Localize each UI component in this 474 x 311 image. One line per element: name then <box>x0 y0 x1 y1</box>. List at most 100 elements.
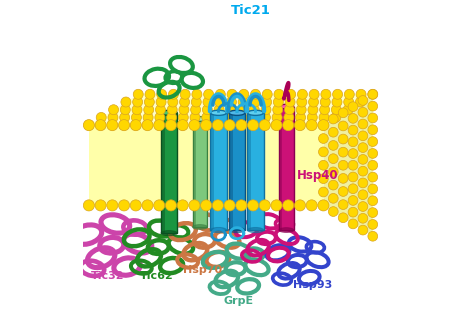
Ellipse shape <box>192 117 208 121</box>
Circle shape <box>130 200 141 211</box>
Circle shape <box>358 178 368 188</box>
Bar <box>229 113 245 230</box>
Circle shape <box>212 120 223 131</box>
Circle shape <box>328 114 338 124</box>
Circle shape <box>283 120 294 131</box>
Circle shape <box>262 97 272 107</box>
Circle shape <box>95 200 106 211</box>
Circle shape <box>319 113 329 123</box>
Circle shape <box>250 97 260 107</box>
Circle shape <box>236 120 247 131</box>
Circle shape <box>318 120 329 131</box>
Circle shape <box>165 200 176 211</box>
Circle shape <box>168 97 178 107</box>
Circle shape <box>84 120 94 130</box>
Bar <box>161 113 177 233</box>
Circle shape <box>319 147 328 157</box>
Polygon shape <box>89 94 373 125</box>
Circle shape <box>237 120 246 130</box>
Circle shape <box>155 105 165 115</box>
Circle shape <box>273 105 283 115</box>
Circle shape <box>348 196 358 205</box>
Circle shape <box>166 120 176 130</box>
Circle shape <box>262 89 272 99</box>
Circle shape <box>358 155 368 164</box>
Text: Hsp93: Hsp93 <box>292 280 332 290</box>
Circle shape <box>319 120 328 130</box>
Circle shape <box>358 95 368 105</box>
Circle shape <box>190 113 200 123</box>
Ellipse shape <box>279 104 294 109</box>
Circle shape <box>321 89 331 99</box>
Circle shape <box>319 174 328 183</box>
Bar <box>161 113 164 233</box>
Circle shape <box>167 105 177 115</box>
Circle shape <box>248 120 258 130</box>
Circle shape <box>319 134 328 143</box>
Circle shape <box>286 89 296 99</box>
Bar <box>192 119 196 227</box>
Circle shape <box>348 114 358 123</box>
Ellipse shape <box>161 230 177 236</box>
Circle shape <box>295 120 305 130</box>
Circle shape <box>338 134 348 144</box>
Circle shape <box>358 225 368 235</box>
Circle shape <box>178 113 188 123</box>
Circle shape <box>214 105 224 115</box>
Circle shape <box>251 89 261 99</box>
Circle shape <box>348 125 358 135</box>
Circle shape <box>358 119 368 129</box>
Circle shape <box>338 121 348 131</box>
Circle shape <box>319 187 328 197</box>
Circle shape <box>238 97 248 107</box>
Circle shape <box>145 97 155 107</box>
Circle shape <box>358 166 368 176</box>
Circle shape <box>213 113 223 123</box>
Circle shape <box>96 120 106 130</box>
Circle shape <box>130 120 141 131</box>
Circle shape <box>212 200 223 211</box>
Circle shape <box>213 120 223 130</box>
Bar <box>279 107 294 230</box>
Circle shape <box>119 120 129 130</box>
Circle shape <box>156 97 166 107</box>
Ellipse shape <box>161 110 177 115</box>
Circle shape <box>348 219 358 229</box>
Circle shape <box>237 105 247 115</box>
Circle shape <box>331 113 341 123</box>
Circle shape <box>284 113 294 123</box>
Circle shape <box>236 200 247 211</box>
Ellipse shape <box>210 228 227 233</box>
Circle shape <box>190 120 200 130</box>
Circle shape <box>348 149 358 158</box>
Circle shape <box>225 113 235 123</box>
Circle shape <box>131 120 141 130</box>
Circle shape <box>189 120 200 131</box>
Circle shape <box>259 200 270 211</box>
Circle shape <box>308 105 318 115</box>
Circle shape <box>145 89 155 99</box>
Circle shape <box>294 120 306 131</box>
Circle shape <box>338 147 348 157</box>
Circle shape <box>307 113 317 123</box>
Circle shape <box>192 89 202 99</box>
Circle shape <box>107 120 118 131</box>
Circle shape <box>331 105 341 115</box>
Ellipse shape <box>279 228 294 232</box>
Circle shape <box>328 193 338 203</box>
Circle shape <box>368 208 378 217</box>
Circle shape <box>296 105 306 115</box>
Text: Hsp70: Hsp70 <box>183 265 222 275</box>
Ellipse shape <box>247 228 264 233</box>
Text: Hsp40: Hsp40 <box>297 169 339 182</box>
Circle shape <box>118 120 129 131</box>
Circle shape <box>348 137 358 147</box>
Circle shape <box>368 184 378 194</box>
Circle shape <box>368 231 378 241</box>
Circle shape <box>180 97 190 107</box>
Circle shape <box>358 131 368 141</box>
Circle shape <box>297 89 308 99</box>
Text: Tic21: Tic21 <box>231 4 271 17</box>
Circle shape <box>319 201 328 210</box>
Circle shape <box>249 113 259 123</box>
